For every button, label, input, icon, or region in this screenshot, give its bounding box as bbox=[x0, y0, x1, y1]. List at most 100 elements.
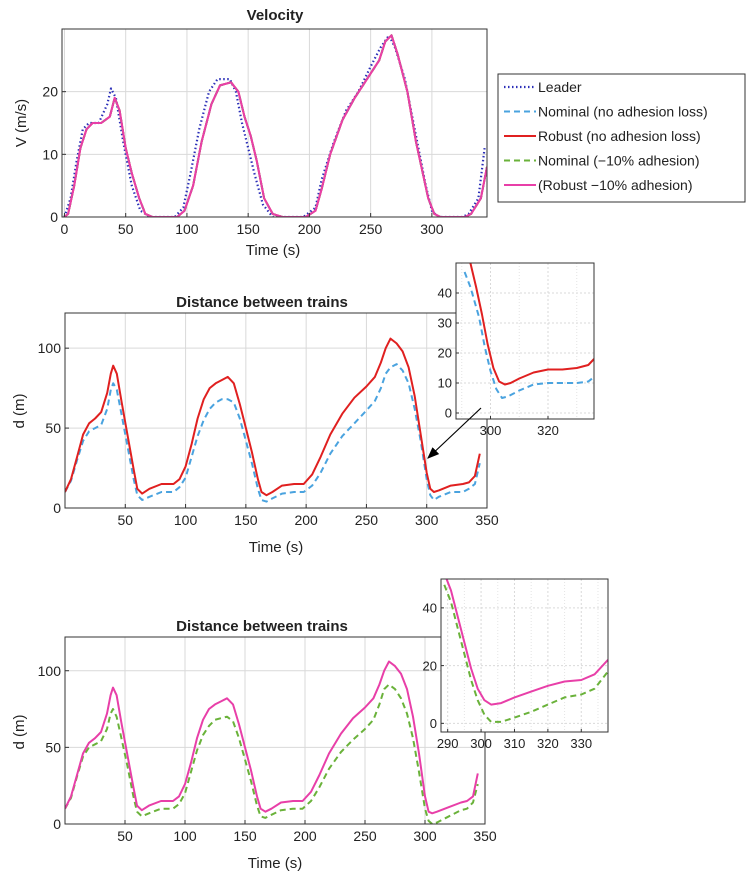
distance1-xtick-label: 200 bbox=[294, 512, 318, 528]
distance2-ticks: 50 100 150 200 250 300 350 0 50 100 bbox=[38, 663, 497, 844]
distance2-xtick-label: 350 bbox=[473, 828, 497, 844]
velocity-series-nominal bbox=[63, 34, 487, 217]
distance1-ylabel: d (m) bbox=[11, 394, 28, 429]
distance1-xlabel: Time (s) bbox=[249, 539, 303, 556]
inset2-series-nominal10 bbox=[443, 584, 608, 723]
legend-entries: Leader Nominal (no adhesion loss) Robust (… bbox=[504, 79, 708, 193]
distance2-series-robust10 bbox=[65, 660, 479, 815]
distance1-xtick-label: 300 bbox=[415, 512, 439, 528]
inset2-xtick-label: 330 bbox=[570, 736, 592, 751]
distance2-series bbox=[65, 660, 479, 824]
distance2-xtick-label: 200 bbox=[293, 828, 317, 844]
legend: Leader Nominal (no adhesion loss) Robust (… bbox=[497, 73, 746, 203]
inset1-xtick-label: 320 bbox=[537, 423, 559, 438]
velocity-plot-frame bbox=[61, 28, 488, 218]
distance1-xtick-label: 150 bbox=[234, 512, 258, 528]
inset1-grid bbox=[456, 263, 594, 419]
legend-label-leader: Leader bbox=[538, 79, 582, 95]
distance2-ylabel: d (m) bbox=[11, 715, 28, 750]
inset2-series-robust10 bbox=[445, 579, 608, 706]
velocity-panel: Velocity 0 50 100 150 200 250 300 0 10 20 Time (s… bbox=[13, 7, 488, 259]
inset2-ytick-label: 20 bbox=[423, 658, 437, 673]
velocity-series bbox=[63, 34, 487, 217]
distance2-xlabel: Time (s) bbox=[248, 855, 302, 872]
velocity-ticks: 0 50 100 150 200 250 300 0 10 20 bbox=[42, 84, 443, 237]
distance2-title: Distance between trains bbox=[176, 618, 348, 635]
distance1-xtick-label: 250 bbox=[355, 512, 379, 528]
distance2-zoom-inset: 290 300 310 320 330 0 20 40 bbox=[423, 578, 609, 751]
inset1-series bbox=[463, 263, 594, 399]
distance2-ytick-label: 100 bbox=[38, 663, 62, 679]
distance1-xtick-label: 350 bbox=[475, 512, 499, 528]
velocity-title: Velocity bbox=[247, 7, 304, 24]
velocity-xtick-label: 200 bbox=[298, 221, 322, 237]
velocity-series-robust10 bbox=[63, 34, 487, 217]
inset2-xtick-label: 300 bbox=[470, 736, 492, 751]
zoom-arrow bbox=[427, 407, 482, 459]
inset1-plot-frame bbox=[455, 262, 595, 420]
inset1-ytick-label: 10 bbox=[438, 376, 452, 391]
inset2-xtick-label: 290 bbox=[437, 736, 459, 751]
inset1-ytick-label: 0 bbox=[445, 406, 452, 421]
distance1-series-robust bbox=[65, 337, 481, 497]
inset1-ticks: 300 320 0 10 20 30 40 bbox=[438, 286, 559, 438]
distance1-series bbox=[65, 337, 481, 503]
inset2-series bbox=[443, 579, 608, 723]
inset2-ytick-label: 40 bbox=[423, 601, 437, 616]
inset1-background bbox=[456, 263, 594, 419]
distance2-ytick-label: 50 bbox=[45, 739, 61, 755]
velocity-series-nominal10 bbox=[63, 34, 487, 217]
velocity-xlabel: Time (s) bbox=[246, 242, 300, 259]
inset2-xtick-label: 310 bbox=[504, 736, 526, 751]
velocity-ylabel: V (m/s) bbox=[13, 99, 30, 147]
velocity-series-leader bbox=[63, 34, 486, 217]
inset1-ytick-label: 20 bbox=[438, 346, 452, 361]
distance1-plot-frame bbox=[64, 312, 488, 509]
distance1-grid bbox=[65, 313, 488, 509]
velocity-ytick-label: 20 bbox=[42, 84, 58, 100]
distance1-xtick-label: 50 bbox=[117, 512, 133, 528]
distance2-xtick-label: 100 bbox=[173, 828, 197, 844]
distance1-ytick-label: 0 bbox=[53, 500, 61, 516]
velocity-grid bbox=[62, 29, 487, 218]
velocity-xtick-label: 0 bbox=[61, 221, 69, 237]
inset2-ticks: 290 300 310 320 330 0 20 40 bbox=[423, 601, 593, 751]
distance1-ytick-label: 100 bbox=[38, 340, 62, 356]
distance1-zoom-inset: 300 320 0 10 20 30 40 bbox=[438, 262, 595, 438]
distance1-series-nominal bbox=[65, 363, 481, 503]
distance2-series-nominal10 bbox=[65, 683, 479, 824]
velocity-xtick-label: 250 bbox=[359, 221, 383, 237]
inset1-series-robust bbox=[469, 263, 594, 386]
distance1-title: Distance between trains bbox=[176, 294, 348, 311]
velocity-ytick-label: 0 bbox=[50, 209, 58, 225]
legend-label-robust: Robust (no adhesion loss) bbox=[538, 128, 701, 144]
inset2-background bbox=[441, 579, 608, 732]
inset1-series-nominal bbox=[463, 271, 594, 399]
velocity-ytick-label: 10 bbox=[42, 146, 58, 162]
inset2-xtick-label: 320 bbox=[537, 736, 559, 751]
velocity-xtick-label: 300 bbox=[420, 221, 444, 237]
distance2-xtick-label: 300 bbox=[413, 828, 437, 844]
inset1-ytick-label: 30 bbox=[438, 316, 452, 331]
distance-panel-no-adhesion-loss: Distance between trains 50 100 150 200 250 30… bbox=[11, 294, 499, 556]
distance1-xtick-label: 100 bbox=[174, 512, 198, 528]
legend-label-nominal: Nominal (no adhesion loss) bbox=[538, 104, 708, 120]
inset1-xtick-label: 300 bbox=[480, 423, 502, 438]
distance2-xtick-label: 150 bbox=[233, 828, 257, 844]
velocity-xtick-label: 50 bbox=[118, 221, 134, 237]
distance1-ytick-label: 50 bbox=[45, 420, 61, 436]
velocity-xtick-label: 150 bbox=[236, 221, 260, 237]
legend-box bbox=[497, 73, 746, 203]
velocity-xtick-label: 100 bbox=[175, 221, 199, 237]
distance2-xtick-label: 50 bbox=[117, 828, 133, 844]
distance-panel-reduced-adhesion: Distance between trains 50 100 150 200 250 30… bbox=[11, 618, 497, 872]
inset2-grid bbox=[441, 579, 608, 732]
distance2-xtick-label: 250 bbox=[353, 828, 377, 844]
legend-label-robust10: (Robust −10% adhesion) bbox=[538, 177, 693, 193]
inset2-plot-frame bbox=[440, 578, 609, 733]
velocity-series-robust bbox=[63, 34, 487, 217]
inset1-ytick-label: 40 bbox=[438, 286, 452, 301]
inset2-ytick-label: 0 bbox=[430, 716, 437, 731]
